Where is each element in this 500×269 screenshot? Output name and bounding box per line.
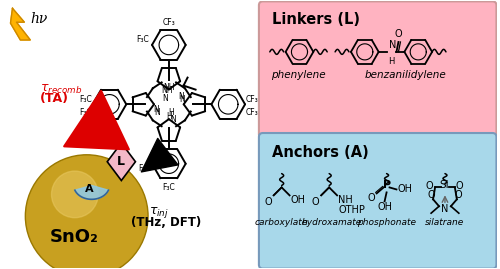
Text: SnO₂: SnO₂: [50, 228, 99, 246]
Text: H: H: [168, 108, 173, 117]
Text: O: O: [428, 190, 435, 200]
Text: N: N: [179, 95, 184, 104]
Circle shape: [26, 155, 148, 269]
Text: O: O: [455, 190, 462, 200]
Text: Si: Si: [439, 180, 449, 190]
FancyArrowPatch shape: [142, 139, 178, 172]
FancyBboxPatch shape: [259, 1, 496, 138]
FancyBboxPatch shape: [259, 133, 496, 269]
Text: L: L: [118, 155, 126, 168]
Text: N: N: [170, 115, 175, 124]
Text: OH: OH: [398, 185, 412, 194]
Text: silatrane: silatrane: [426, 218, 465, 227]
Text: O: O: [367, 193, 374, 203]
Text: N: N: [154, 108, 160, 117]
Text: NH: NH: [161, 86, 172, 95]
Text: phenylene: phenylene: [271, 70, 326, 80]
Text: (THz, DFT): (THz, DFT): [131, 216, 202, 229]
Text: O: O: [264, 197, 272, 207]
Text: hydroxamate: hydroxamate: [302, 218, 362, 227]
FancyArrowPatch shape: [64, 91, 129, 149]
Text: $\tau_{inj}$: $\tau_{inj}$: [149, 205, 169, 220]
Text: H: H: [388, 57, 395, 66]
Circle shape: [52, 171, 98, 218]
Text: O: O: [456, 182, 464, 192]
Text: N: N: [388, 40, 396, 50]
Text: CF₃: CF₃: [246, 95, 259, 104]
Text: NH: NH: [163, 83, 174, 93]
Text: hν: hν: [30, 12, 48, 26]
Text: F₃C: F₃C: [136, 36, 149, 44]
Text: N: N: [178, 92, 184, 101]
Text: phosphonate: phosphonate: [357, 218, 416, 227]
Text: P: P: [382, 180, 390, 190]
Polygon shape: [10, 8, 30, 40]
Text: O: O: [394, 29, 402, 39]
Text: benzanilidylene: benzanilidylene: [364, 70, 446, 80]
Text: OTHP: OTHP: [338, 205, 365, 215]
Text: Anchors (A): Anchors (A): [272, 145, 368, 160]
Text: O: O: [312, 197, 320, 207]
Text: F₃C: F₃C: [138, 164, 151, 173]
Text: O: O: [426, 182, 433, 192]
Text: F₃C: F₃C: [162, 183, 175, 193]
Text: N: N: [162, 94, 168, 103]
Text: OH: OH: [290, 195, 306, 205]
Text: NH: NH: [338, 195, 353, 205]
Text: H: H: [166, 112, 172, 121]
Text: N: N: [442, 204, 448, 214]
Text: Linkers (L): Linkers (L): [272, 12, 360, 27]
Text: N: N: [153, 105, 159, 114]
Text: (TA): (TA): [40, 92, 69, 105]
Text: OH: OH: [377, 202, 392, 212]
Text: CF₃: CF₃: [162, 18, 175, 27]
Polygon shape: [107, 143, 136, 180]
Polygon shape: [75, 185, 108, 199]
Text: carboxylate: carboxylate: [255, 218, 308, 227]
Text: F₃C: F₃C: [79, 95, 92, 104]
Text: F₃C: F₃C: [79, 108, 92, 117]
Text: CF₃: CF₃: [246, 108, 259, 117]
Text: A: A: [86, 185, 94, 194]
Text: $\tau_{recomb}$: $\tau_{recomb}$: [40, 83, 82, 95]
